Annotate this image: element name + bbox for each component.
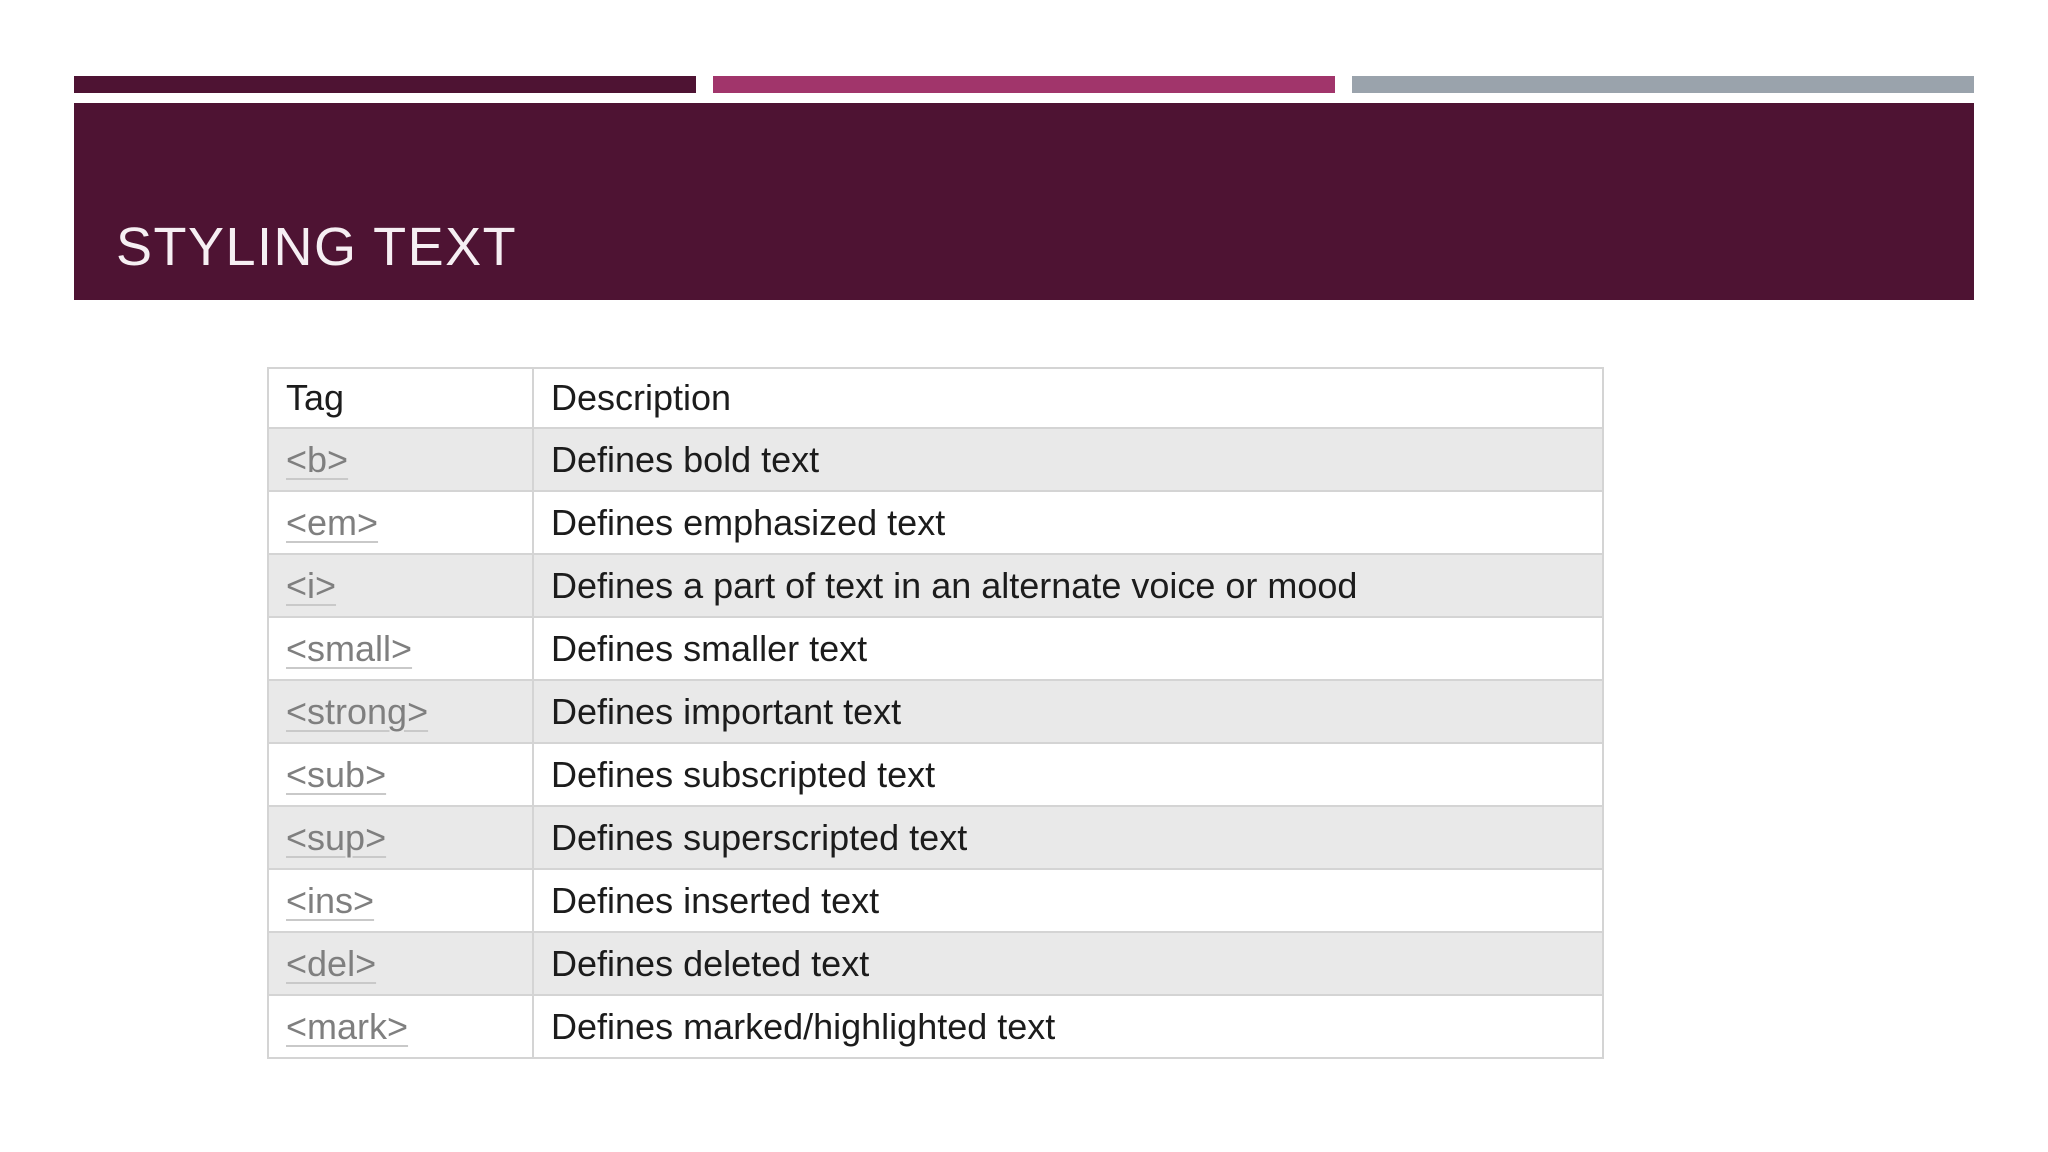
- magenta-accent-bar: [713, 76, 1335, 93]
- tag-cell: <sub>: [267, 742, 534, 807]
- description-cell: Defines subscripted text: [532, 742, 1604, 807]
- tag-cell: <i>: [267, 553, 534, 618]
- tag-link[interactable]: <del>: [286, 942, 377, 984]
- tag-cell: <mark>: [267, 994, 534, 1059]
- table-row: <strong> Defines important text: [267, 679, 1604, 744]
- table-row: <sub> Defines subscripted text: [267, 742, 1604, 807]
- description-cell: Defines superscripted text: [532, 805, 1604, 870]
- tag-link[interactable]: <i>: [286, 564, 337, 606]
- description-cell: Defines important text: [532, 679, 1604, 744]
- table-row: <ins> Defines inserted text: [267, 868, 1604, 933]
- page-title: STYLING TEXT: [116, 217, 518, 277]
- table-row: <del> Defines deleted text: [267, 931, 1604, 996]
- table-row: <small> Defines smaller text: [267, 616, 1604, 681]
- gray-accent-bar: [1352, 76, 1974, 93]
- table-header-row: Tag Description: [267, 367, 1604, 429]
- tag-cell: <b>: [267, 427, 534, 492]
- tag-link[interactable]: <b>: [286, 438, 349, 480]
- tag-cell: <strong>: [267, 679, 534, 744]
- maroon-accent-bar: [74, 76, 696, 93]
- table-row: <mark> Defines marked/highlighted text: [267, 994, 1604, 1059]
- tag-link[interactable]: <ins>: [286, 879, 375, 921]
- tag-cell: <sup>: [267, 805, 534, 870]
- description-cell: Defines marked/highlighted text: [532, 994, 1604, 1059]
- description-cell: Defines inserted text: [532, 868, 1604, 933]
- tag-cell: <small>: [267, 616, 534, 681]
- description-cell: Defines bold text: [532, 427, 1604, 492]
- column-header-description: Description: [532, 367, 1604, 429]
- description-cell: Defines deleted text: [532, 931, 1604, 996]
- table-header: Tag Description: [267, 367, 1604, 429]
- tag-cell: <em>: [267, 490, 534, 555]
- tag-link[interactable]: <em>: [286, 501, 379, 543]
- tag-link[interactable]: <mark>: [286, 1005, 409, 1047]
- tag-link[interactable]: <sup>: [286, 816, 387, 858]
- table-row: <i> Defines a part of text in an alterna…: [267, 553, 1604, 618]
- tag-link[interactable]: <strong>: [286, 690, 429, 732]
- tag-cell: <ins>: [267, 868, 534, 933]
- styling-tags-table: Tag Description <b> Defines bold text <e…: [267, 367, 1604, 1059]
- tag-cell: <del>: [267, 931, 534, 996]
- accent-bar-group: [74, 76, 1974, 93]
- table-row: <sup> Defines superscripted text: [267, 805, 1604, 870]
- description-cell: Defines emphasized text: [532, 490, 1604, 555]
- description-cell: Defines smaller text: [532, 616, 1604, 681]
- table-body: <b> Defines bold text <em> Defines empha…: [267, 427, 1604, 1059]
- column-header-tag: Tag: [267, 367, 534, 429]
- title-banner: STYLING TEXT: [74, 103, 1974, 300]
- description-cell: Defines a part of text in an alternate v…: [532, 553, 1604, 618]
- tag-link[interactable]: <sub>: [286, 753, 387, 795]
- table-row: <b> Defines bold text: [267, 427, 1604, 492]
- tag-link[interactable]: <small>: [286, 627, 413, 669]
- table-row: <em> Defines emphasized text: [267, 490, 1604, 555]
